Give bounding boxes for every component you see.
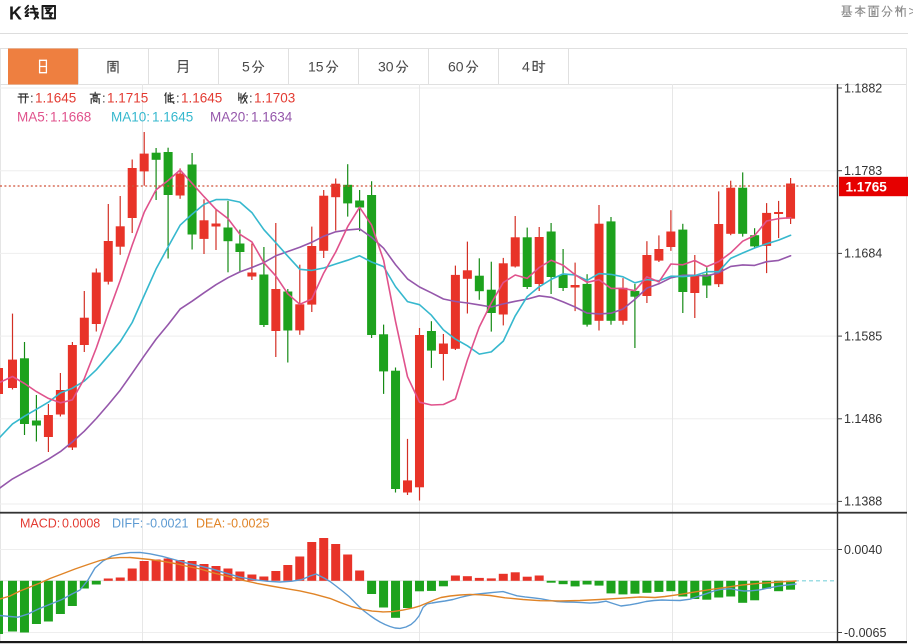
svg-text:1.1388: 1.1388 xyxy=(844,495,882,509)
svg-text:1.1715: 1.1715 xyxy=(107,91,148,106)
svg-text:-0.0065: -0.0065 xyxy=(844,626,886,640)
svg-text:4: 4 xyxy=(522,59,530,75)
svg-text:60: 60 xyxy=(448,59,464,75)
svg-text:1.1765: 1.1765 xyxy=(846,179,888,194)
svg-text:K: K xyxy=(9,4,22,24)
svg-text:1.1783: 1.1783 xyxy=(844,164,882,178)
svg-text:0.0040: 0.0040 xyxy=(844,543,882,557)
svg-text::: : xyxy=(176,91,180,106)
svg-text::: : xyxy=(102,91,106,106)
svg-text:1.1585: 1.1585 xyxy=(844,329,882,343)
svg-text::: : xyxy=(249,91,253,106)
svg-text:5: 5 xyxy=(242,59,250,75)
svg-text:DEA:: DEA: xyxy=(196,517,225,531)
svg-text:1.1645: 1.1645 xyxy=(181,91,222,106)
svg-text:MA20:: MA20: xyxy=(210,110,249,125)
svg-text:1.1882: 1.1882 xyxy=(844,81,882,95)
svg-text:MACD:: MACD: xyxy=(20,517,60,531)
svg-text:1.1486: 1.1486 xyxy=(844,412,882,426)
svg-text:1.1645: 1.1645 xyxy=(35,91,76,106)
svg-text:0.0008: 0.0008 xyxy=(62,517,100,531)
svg-text:MA10:: MA10: xyxy=(111,110,150,125)
svg-text:30: 30 xyxy=(378,59,394,75)
svg-text:-0.0025: -0.0025 xyxy=(227,517,269,531)
svg-text:>: > xyxy=(909,4,913,19)
svg-text:DIFF:: DIFF: xyxy=(112,517,143,531)
svg-text:1.1634: 1.1634 xyxy=(251,110,293,125)
svg-text:MA5:: MA5: xyxy=(17,110,49,125)
svg-text:1.1703: 1.1703 xyxy=(254,91,295,106)
svg-text:1.1645: 1.1645 xyxy=(152,110,193,125)
svg-text:1.1684: 1.1684 xyxy=(844,247,882,261)
svg-text:-0.0021: -0.0021 xyxy=(146,517,188,531)
svg-text:15: 15 xyxy=(308,59,324,75)
svg-text::: : xyxy=(30,91,34,106)
svg-text:1.1668: 1.1668 xyxy=(50,110,91,125)
